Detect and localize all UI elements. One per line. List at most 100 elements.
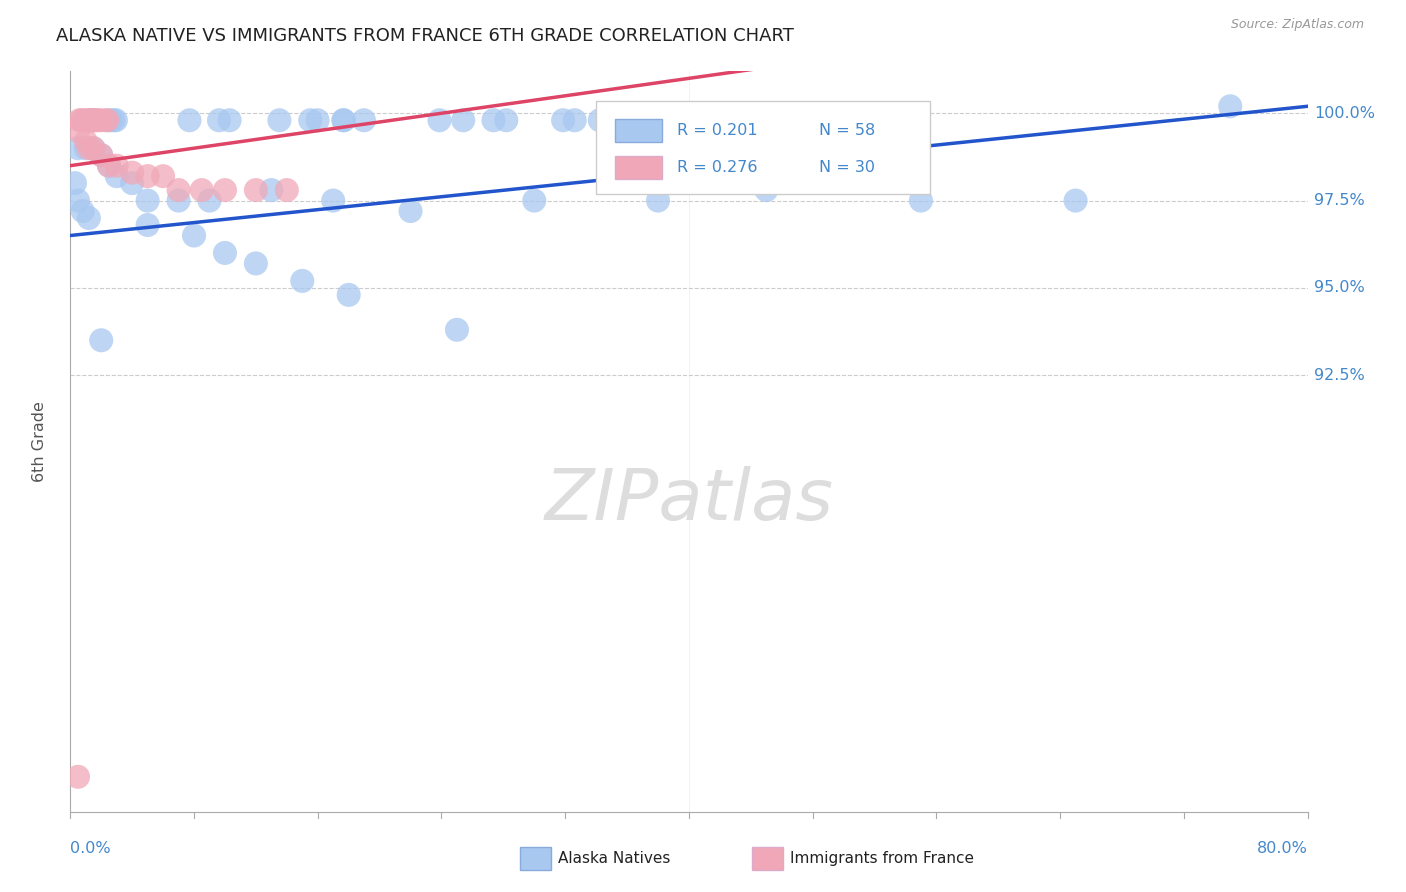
Point (399, 204, 422, 219)
Point (291, 274, 314, 288)
Point (80, 113, 103, 128)
Point (353, 113, 375, 128)
Point (98, 159, 120, 173)
Point (564, 113, 586, 128)
Point (96, 113, 118, 128)
Text: ALASKA NATIVE VS IMMIGRANTS FROM FRANCE 6TH GRADE CORRELATION CHART: ALASKA NATIVE VS IMMIGRANTS FROM FRANCE … (56, 27, 794, 45)
Point (136, 169, 159, 183)
Point (63, 176, 86, 190)
Point (245, 183, 267, 197)
Point (90, 148, 112, 162)
Text: ZIPatlas: ZIPatlas (544, 467, 834, 535)
Point (72, 113, 94, 128)
Text: Immigrants from France: Immigrants from France (790, 852, 974, 866)
Text: 80.0%: 80.0% (1257, 841, 1308, 856)
Point (647, 194, 669, 208)
Point (89, 113, 111, 128)
Text: Alaska Natives: Alaska Natives (558, 852, 671, 866)
Point (322, 194, 344, 208)
Point (82, 141, 105, 155)
Point (495, 113, 517, 128)
Text: N = 58: N = 58 (818, 123, 875, 138)
Point (198, 194, 221, 208)
Text: N = 30: N = 30 (818, 160, 875, 175)
Point (103, 113, 125, 128)
Point (269, 113, 291, 128)
Point (82, 113, 104, 128)
Point (333, 113, 356, 128)
Point (276, 183, 298, 197)
Point (98, 159, 120, 173)
Point (167, 183, 190, 197)
Text: 95.0%: 95.0% (1313, 280, 1364, 295)
Point (136, 218, 159, 232)
Point (755, 183, 778, 197)
Point (136, 194, 159, 208)
Point (94, 113, 117, 128)
Text: Source: ZipAtlas.com: Source: ZipAtlas.com (1230, 18, 1364, 31)
Point (1219, 99, 1241, 113)
Point (67, 124, 90, 138)
Point (446, 323, 468, 337)
Point (75, 134, 97, 148)
Point (179, 113, 201, 128)
Point (67, 194, 90, 208)
Point (75, 141, 97, 155)
Point (299, 113, 322, 128)
Point (70, 113, 93, 128)
Point (90, 333, 112, 347)
Point (183, 228, 205, 243)
Point (208, 113, 231, 128)
Text: 97.5%: 97.5% (1313, 193, 1364, 208)
Point (104, 113, 127, 128)
Point (69, 113, 91, 128)
Point (214, 183, 236, 197)
Point (105, 159, 128, 173)
Point (260, 183, 283, 197)
Point (482, 113, 505, 128)
Point (98, 113, 121, 128)
Point (451, 113, 474, 128)
Point (910, 194, 932, 208)
Point (80, 113, 103, 128)
Point (77, 113, 100, 128)
Point (72, 204, 94, 219)
Point (191, 183, 214, 197)
Point (67, 770, 90, 784)
Point (523, 194, 546, 208)
Point (551, 113, 574, 128)
Point (589, 113, 612, 128)
Text: 100.0%: 100.0% (1313, 106, 1375, 120)
Point (167, 194, 190, 208)
Point (337, 288, 360, 302)
FancyBboxPatch shape (596, 101, 931, 194)
Point (84, 113, 107, 128)
Point (121, 176, 143, 190)
FancyBboxPatch shape (614, 156, 662, 179)
Point (121, 166, 143, 180)
FancyBboxPatch shape (614, 119, 662, 143)
Point (429, 113, 451, 128)
Point (80, 113, 103, 128)
Point (76, 113, 98, 128)
Point (77, 211, 100, 225)
Point (332, 113, 354, 128)
Point (77, 141, 100, 155)
Point (82, 141, 105, 155)
Text: 6th Grade: 6th Grade (32, 401, 46, 482)
Point (67, 141, 90, 155)
Point (218, 113, 240, 128)
Point (90, 148, 112, 162)
Text: 0.0%: 0.0% (70, 841, 111, 856)
Text: R = 0.276: R = 0.276 (676, 160, 756, 175)
Point (105, 169, 128, 183)
Point (307, 113, 329, 128)
Point (245, 256, 267, 270)
Point (214, 246, 236, 260)
Point (86, 113, 108, 128)
Point (152, 169, 174, 183)
Text: 92.5%: 92.5% (1313, 368, 1364, 383)
Point (83, 113, 105, 128)
Point (1064, 194, 1087, 208)
Text: R = 0.201: R = 0.201 (676, 123, 758, 138)
